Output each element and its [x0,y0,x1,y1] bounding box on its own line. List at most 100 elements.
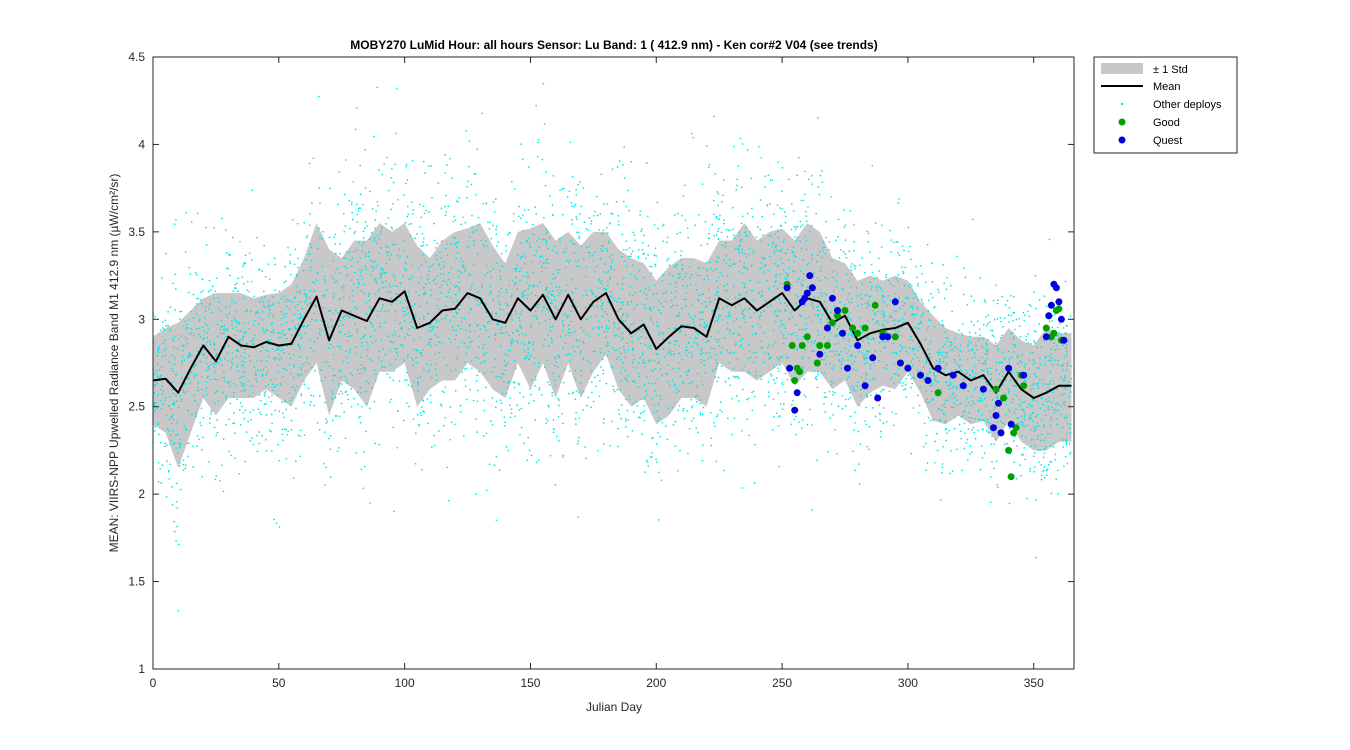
other-deploy-point [1005,413,1008,416]
other-deploy-point [891,411,894,414]
other-deploy-point [201,326,204,328]
other-deploy-point [484,302,487,305]
other-deploy-point [563,368,566,371]
other-deploy-point [901,347,904,349]
other-deploy-point [538,322,540,324]
other-deploy-point [363,370,366,373]
other-deploy-point [267,383,270,386]
other-deploy-point [1056,469,1059,472]
other-deploy-point [634,239,637,242]
other-deploy-point [627,374,630,377]
other-deploy-point [514,282,517,285]
other-deploy-point [568,324,570,326]
other-deploy-point [547,404,550,407]
other-deploy-point [475,493,477,495]
other-deploy-point [667,407,670,410]
other-deploy-point [602,249,605,252]
other-deploy-point [658,333,661,336]
other-deploy-point [312,350,315,353]
other-deploy-point [289,372,292,375]
other-deploy-point [600,245,603,247]
other-deploy-point [579,352,582,354]
other-deploy-point [454,286,457,288]
other-deploy-point [461,260,464,263]
other-deploy-point [406,205,409,208]
other-deploy-point [413,338,415,341]
other-deploy-point [626,301,629,304]
other-deploy-point [941,466,944,469]
other-deploy-point [863,357,866,360]
other-deploy-point [402,310,404,313]
other-deploy-point [877,310,879,313]
other-deploy-point [523,343,526,345]
other-deploy-point [1008,361,1011,364]
other-deploy-point [720,231,723,234]
other-deploy-point [1022,424,1024,427]
other-deploy-point [654,265,657,267]
other-deploy-point [303,383,306,386]
other-deploy-point [399,255,401,257]
other-deploy-point [704,301,706,303]
other-deploy-point [306,304,309,306]
other-deploy-point [538,386,541,389]
other-deploy-point [784,372,787,375]
other-deploy-point [318,187,321,190]
other-deploy-point [647,382,650,385]
other-deploy-point [825,220,827,223]
other-deploy-point [860,297,863,300]
other-deploy-point [338,376,341,379]
other-deploy-point [1050,401,1053,404]
other-deploy-point [764,263,767,266]
other-deploy-point [289,357,292,359]
other-deploy-point [784,391,787,393]
other-deploy-point [810,340,813,343]
other-deploy-point [377,290,379,292]
other-deploy-point [328,365,331,367]
other-deploy-point [163,349,165,352]
other-deploy-point [425,302,428,305]
other-deploy-point [267,339,270,342]
other-deploy-point [996,302,999,305]
other-deploy-point [542,238,544,241]
other-deploy-point [1065,324,1068,327]
other-deploy-point [181,377,183,380]
other-deploy-point [610,268,613,270]
other-deploy-point [260,297,263,300]
other-deploy-point [475,193,478,196]
other-deploy-point [794,433,797,436]
other-deploy-point [430,344,433,347]
other-deploy-point [943,343,946,346]
other-deploy-point [887,294,890,297]
other-deploy-point [299,374,302,377]
other-deploy-point [729,384,731,386]
other-deploy-point [315,319,318,321]
other-deploy-point [438,430,440,432]
other-deploy-point [888,390,891,393]
other-deploy-point [214,355,217,358]
other-deploy-point [280,310,282,313]
other-deploy-point [522,290,525,293]
other-deploy-point [987,373,990,375]
other-deploy-point [284,265,286,268]
other-deploy-point [392,379,395,382]
other-deploy-point [435,373,437,376]
other-deploy-point [1029,352,1032,355]
other-deploy-point [568,327,570,330]
other-deploy-point [526,239,528,242]
other-deploy-point [722,194,724,197]
other-deploy-point [216,431,219,434]
other-deploy-point [678,390,680,393]
other-deploy-point [562,187,565,190]
other-deploy-point [754,443,756,446]
other-deploy-point [760,378,763,380]
other-deploy-point [290,429,293,431]
other-deploy-point [485,432,488,435]
other-deploy-point [826,318,829,320]
other-deploy-point [240,381,242,384]
other-deploy-point [397,292,399,295]
other-deploy-point [849,265,852,268]
other-deploy-point [678,331,681,333]
other-deploy-point [592,400,595,403]
other-deploy-point [257,323,260,326]
other-deploy-point [1016,362,1019,365]
